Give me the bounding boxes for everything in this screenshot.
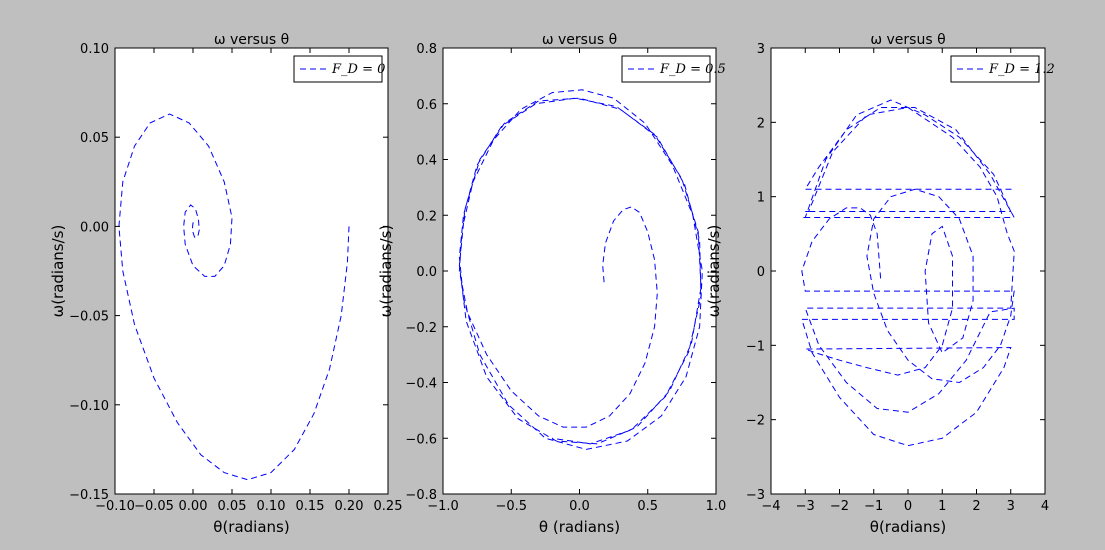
legend-label: F_D = 1.2 xyxy=(988,62,1055,77)
plot-area xyxy=(115,48,388,494)
x-tick-label: 0.00 xyxy=(179,499,208,514)
x-tick-label: 0 xyxy=(904,499,912,514)
x-tick-label: 4 xyxy=(1041,499,1049,514)
plot-frame xyxy=(114,47,389,495)
legend-label: F_D = 0.5 xyxy=(659,62,726,77)
x-tick-label: 0.20 xyxy=(335,499,364,514)
x-tick-label: 0.25 xyxy=(374,499,403,514)
y-tick-label: 0.05 xyxy=(80,131,109,146)
plot-area xyxy=(771,48,1045,494)
x-axis-label: θ (radians) xyxy=(539,518,620,536)
chart-title: ω versus θ xyxy=(870,32,945,48)
x-tick-label: 0.05 xyxy=(218,499,247,514)
plot-frame xyxy=(442,47,717,495)
y-tick-label: 0.2 xyxy=(416,209,437,224)
x-tick-label: 0.5 xyxy=(637,499,658,514)
y-tick-label: −2 xyxy=(746,414,765,429)
chart-title: ω versus θ xyxy=(542,32,617,48)
x-tick-label: 2 xyxy=(972,499,980,514)
y-tick-label: 0.0 xyxy=(416,265,437,280)
series-line xyxy=(118,113,350,481)
legend-box xyxy=(293,55,383,83)
plot-layer xyxy=(118,113,350,481)
plot-frame xyxy=(770,47,1046,495)
x-tick-label: 1.0 xyxy=(706,499,727,514)
y-tick-label: 0.6 xyxy=(416,98,437,113)
x-axis-label: θ(radians) xyxy=(870,518,946,536)
plot-layer xyxy=(801,99,1016,447)
x-tick-label: 3 xyxy=(1007,499,1015,514)
x-tick-label: −2 xyxy=(830,499,849,514)
x-tick-label: 0.0 xyxy=(569,499,590,514)
x-tick-label: −0.5 xyxy=(495,499,527,514)
legend-box xyxy=(950,55,1040,83)
legend-box xyxy=(621,55,711,83)
x-tick-label: −1 xyxy=(864,499,883,514)
y-tick-label: 0.00 xyxy=(80,220,109,235)
x-tick-label: −4 xyxy=(761,499,780,514)
y-tick-label: −1 xyxy=(746,339,765,354)
plot-layer xyxy=(458,89,703,450)
y-axis-label: ω(radians/s) xyxy=(49,225,67,318)
series-line xyxy=(801,99,1016,447)
y-tick-label: 3 xyxy=(757,42,765,57)
x-tick-label: −0.10 xyxy=(95,499,135,514)
series-line xyxy=(458,89,703,450)
y-tick-label: −0.8 xyxy=(405,488,437,503)
chart-title: ω versus θ xyxy=(214,32,289,48)
y-tick-label: 0.10 xyxy=(80,42,109,57)
x-tick-label: 0.15 xyxy=(296,499,325,514)
x-axis-label: θ(radians) xyxy=(213,518,289,536)
y-tick-label: −0.6 xyxy=(405,432,437,447)
plot-area xyxy=(443,48,716,494)
x-tick-label: −0.05 xyxy=(134,499,174,514)
x-tick-label: −1.0 xyxy=(427,499,459,514)
y-tick-label: −0.15 xyxy=(69,488,109,503)
y-tick-label: −0.2 xyxy=(405,321,437,336)
y-tick-label: −0.4 xyxy=(405,377,437,392)
y-tick-label: −0.05 xyxy=(69,310,109,325)
y-tick-label: 0 xyxy=(757,265,765,280)
y-axis-label: ω(radians/s) xyxy=(377,225,395,318)
y-tick-label: −3 xyxy=(746,488,765,503)
y-axis-label: ω(radians/s) xyxy=(705,225,723,318)
y-tick-label: 0.8 xyxy=(416,42,437,57)
y-tick-label: −0.10 xyxy=(69,399,109,414)
y-tick-label: 2 xyxy=(757,116,765,131)
y-tick-label: 0.4 xyxy=(416,154,437,169)
y-tick-label: 1 xyxy=(757,191,765,206)
x-tick-label: −3 xyxy=(796,499,815,514)
x-tick-label: 0.10 xyxy=(257,499,286,514)
legend-label: F_D = 0 xyxy=(331,62,385,77)
x-tick-label: 1 xyxy=(938,499,946,514)
